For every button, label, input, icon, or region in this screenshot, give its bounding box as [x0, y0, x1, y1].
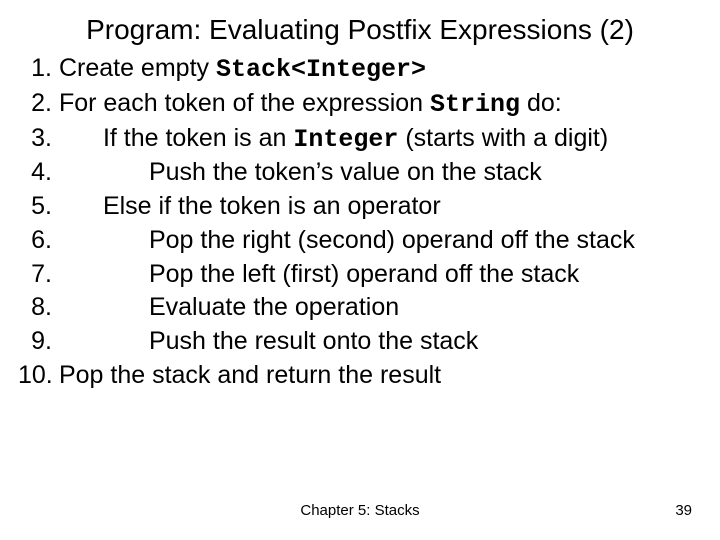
code-fragment: String [430, 90, 520, 119]
slide-body: 1. Create empty Stack<Integer> 2. For ea… [0, 52, 720, 393]
algo-line-10: 10. Pop the stack and return the result [18, 359, 710, 393]
line-number: 10. [18, 359, 52, 393]
algo-line-2: 2. For each token of the expression Stri… [18, 87, 710, 122]
line-text: Create empty Stack<Integer> [59, 54, 426, 82]
chapter-label: Chapter 5: Stacks [0, 502, 720, 519]
algo-line-4: 4. Push the token’s value on the stack [18, 156, 710, 190]
algo-line-1: 1. Create empty Stack<Integer> [18, 52, 710, 87]
text-fragment: For each token of the expression [59, 89, 430, 117]
line-number: 3. [18, 122, 52, 156]
algo-line-5: 5. Else if the token is an operator [18, 190, 710, 224]
slide: Program: Evaluating Postfix Expressions … [0, 0, 720, 540]
line-text: Pop the left (first) operand off the sta… [59, 258, 579, 292]
code-fragment: Stack<Integer> [216, 55, 426, 84]
algo-line-9: 9. Push the result onto the stack [18, 325, 710, 359]
line-number: 4. [18, 156, 52, 190]
line-text: If the token is an Integer (starts with … [59, 122, 608, 157]
code-fragment: Integer [293, 125, 398, 154]
line-number: 6. [18, 224, 52, 258]
text-fragment: do: [520, 89, 562, 117]
text-fragment: Pop the stack and return the result [59, 361, 441, 389]
line-number: 7. [18, 258, 52, 292]
page-number: 39 [675, 502, 692, 519]
line-number: 1. [18, 52, 52, 86]
line-text: Evaluate the operation [59, 291, 399, 325]
line-number: 2. [18, 87, 52, 121]
line-text: Push the token’s value on the stack [59, 156, 542, 190]
algo-line-7: 7. Pop the left (first) operand off the … [18, 258, 710, 292]
line-number: 8. [18, 291, 52, 325]
slide-title: Program: Evaluating Postfix Expressions … [0, 0, 720, 52]
line-text: Pop the right (second) operand off the s… [59, 224, 635, 258]
footer: Chapter 5: Stacks 39 [0, 502, 720, 522]
line-number: 5. [18, 190, 52, 224]
text-fragment: If the token is an [103, 124, 293, 152]
algo-line-8: 8. Evaluate the operation [18, 291, 710, 325]
line-number: 9. [18, 325, 52, 359]
algo-line-6: 6. Pop the right (second) operand off th… [18, 224, 710, 258]
line-text: For each token of the expression String … [59, 89, 562, 117]
line-text: Push the result onto the stack [59, 325, 478, 359]
algo-line-3: 3. If the token is an Integer (starts wi… [18, 122, 710, 157]
line-text: Else if the token is an operator [59, 190, 441, 224]
line-text: Pop the stack and return the result [59, 361, 441, 389]
text-fragment: (starts with a digit) [398, 124, 608, 152]
text-fragment: Create empty [59, 54, 216, 82]
